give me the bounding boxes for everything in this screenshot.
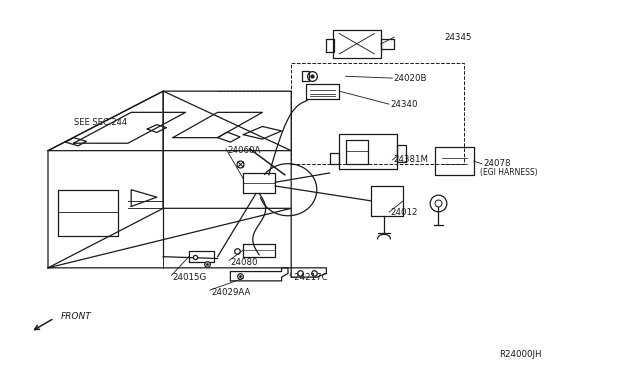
Text: 24080: 24080	[230, 258, 258, 267]
Text: 24340: 24340	[390, 100, 418, 109]
Bar	[291, 63, 464, 164]
Text: R24000JH: R24000JH	[499, 350, 541, 359]
Text: SEE SEC.244: SEE SEC.244	[74, 118, 127, 127]
Text: (EGI HARNESS): (EGI HARNESS)	[480, 169, 538, 177]
Text: 24012: 24012	[390, 208, 418, 217]
Text: -24217C: -24217C	[291, 273, 328, 282]
Text: FRONT: FRONT	[61, 312, 92, 321]
Text: 24029AA: 24029AA	[211, 288, 251, 296]
Text: 24078: 24078	[483, 159, 511, 168]
Text: 24345: 24345	[445, 33, 472, 42]
Text: 24020B: 24020B	[394, 74, 427, 83]
Text: 24015G: 24015G	[173, 273, 207, 282]
Text: 24381M: 24381M	[394, 155, 429, 164]
Text: 24060A: 24060A	[227, 146, 260, 155]
